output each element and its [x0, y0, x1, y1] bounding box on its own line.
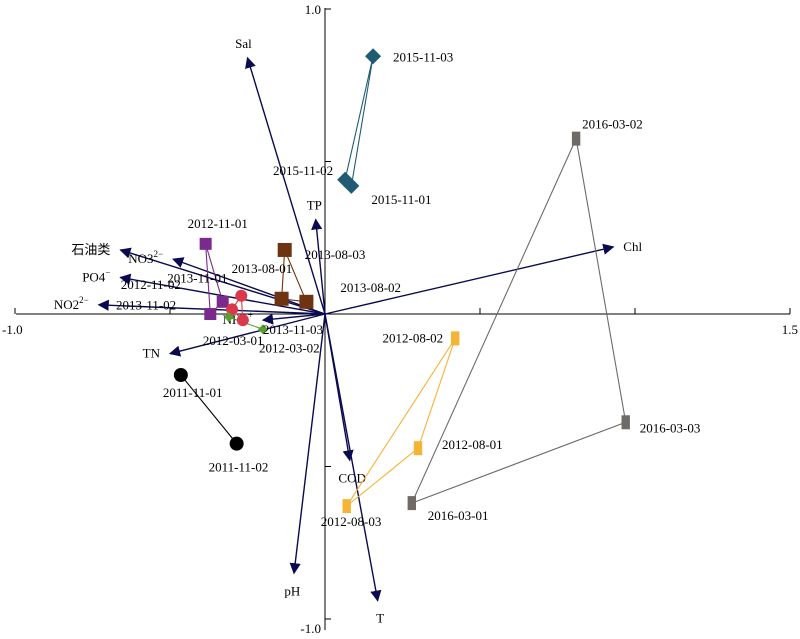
sample-labels: 2015-11-03 2015-11-02 2015-11-01 2016-03-02… — [116, 49, 700, 529]
sample-label: 2012-03-01 — [203, 333, 264, 348]
sample-point — [173, 368, 188, 382]
sample-point — [277, 242, 292, 257]
sample-point — [258, 324, 268, 335]
sample-point — [413, 441, 423, 456]
variable-label: 石油类 — [71, 242, 110, 257]
sample-label: 2015-11-01 — [371, 192, 431, 207]
variable-arrow — [168, 313, 326, 357]
variable-arrow — [324, 313, 382, 602]
sample-label: 2013-08-01 — [232, 261, 293, 276]
variable-arrow — [324, 243, 615, 315]
sample-label: 2012-11-01 — [188, 216, 248, 231]
sample-label: 2012-08-01 — [442, 437, 503, 452]
variable-label: Sal — [235, 36, 252, 51]
sample-point — [407, 496, 416, 511]
variable-arrow — [289, 313, 326, 575]
variable-label: T — [376, 611, 384, 626]
group-connector — [205, 243, 224, 316]
sample-connectors — [180, 56, 627, 507]
sample-point — [621, 415, 630, 430]
sample-point — [223, 312, 234, 323]
variable-label: NO32− — [128, 249, 163, 266]
sample-label: 2011-11-01 — [163, 385, 223, 400]
variable-arrow — [119, 273, 326, 315]
variable-label: PO4− — [82, 267, 110, 284]
variable-label: Chl — [623, 239, 642, 254]
sample-point — [343, 177, 360, 194]
sample-label: 2015-11-03 — [393, 49, 453, 64]
x-tick-label: 1.5 — [782, 322, 798, 337]
sample-label: 2016-03-03 — [640, 420, 701, 435]
group-connector — [180, 374, 238, 444]
sample-point — [204, 308, 217, 320]
sample-label: 2016-03-01 — [428, 508, 489, 523]
sample-label: 2013-08-02 — [340, 280, 401, 295]
sample-label: 2013-11-03 — [263, 322, 323, 337]
sample-point — [274, 291, 289, 306]
group-connector — [344, 56, 374, 188]
variable-arrow — [119, 247, 326, 315]
sample-label: 2015-11-02 — [273, 163, 333, 178]
sample-point — [571, 131, 581, 146]
x-tick-label: -1.0 — [2, 322, 23, 337]
axis-ticks — [14, 8, 791, 620]
sample-point — [236, 314, 249, 327]
group-connector — [281, 249, 308, 303]
variable-label: pH — [284, 583, 300, 598]
sample-label: 2016-03-02 — [582, 117, 643, 132]
sample-point — [229, 436, 244, 451]
sample-label: 2013-11-01 — [167, 271, 227, 286]
sample-point — [451, 331, 460, 346]
variable-arrow — [311, 218, 326, 315]
sample-point — [216, 295, 229, 308]
sample-markers — [173, 48, 630, 514]
sample-point — [235, 289, 248, 302]
y-tick-label: -1.0 — [300, 621, 321, 636]
sample-label: 2012-11-02 — [121, 277, 181, 292]
sample-point — [299, 294, 314, 309]
sample-label: 2012-08-03 — [321, 514, 382, 529]
group-connector — [410, 136, 627, 505]
sample-label: 2013-08-03 — [305, 247, 366, 262]
sample-point — [342, 499, 351, 514]
variable-label: COD — [338, 470, 365, 485]
sample-label: 2012-08-02 — [383, 330, 444, 345]
variable-label: NO22− — [54, 295, 89, 312]
variable-arrow — [245, 56, 326, 315]
sample-point — [365, 48, 382, 65]
variable-arrow — [261, 313, 326, 325]
sample-point — [199, 237, 212, 250]
variable-label: TP — [307, 197, 322, 212]
group-connector — [231, 294, 244, 322]
y-tick-label: 1.0 — [305, 2, 321, 17]
group-connector — [346, 338, 456, 507]
sample-label: 2011-11-02 — [209, 460, 269, 475]
sample-label: 2012-03-02 — [259, 340, 320, 355]
sample-label: 2013-11-02 — [116, 297, 176, 312]
variable-label: TN — [143, 346, 161, 361]
